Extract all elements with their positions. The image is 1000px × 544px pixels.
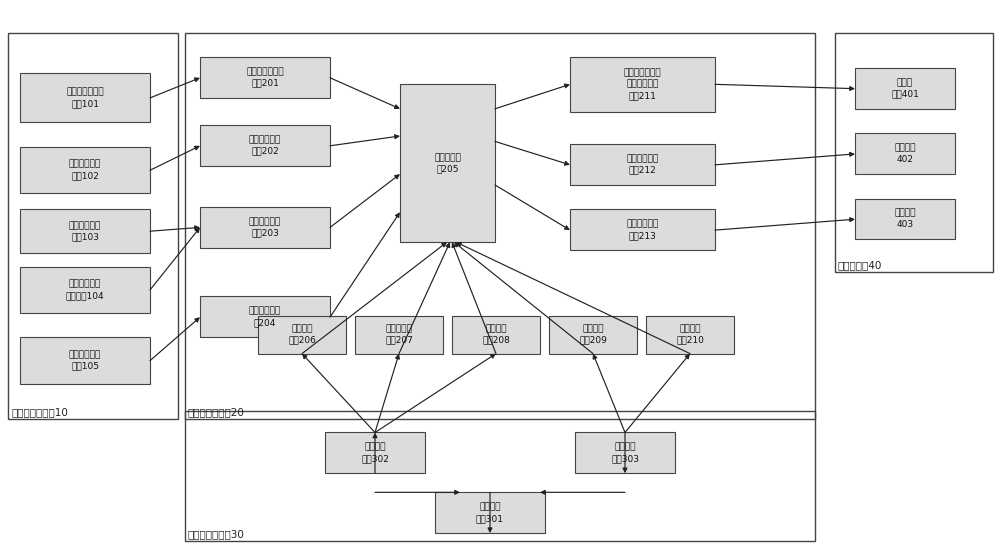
Bar — [20, 209, 150, 253]
Bar — [570, 209, 715, 250]
Bar — [549, 316, 637, 354]
Bar — [355, 316, 443, 354]
Text: 游车位置控制
单元212: 游车位置控制 单元212 — [626, 154, 659, 175]
Bar — [855, 68, 955, 109]
Bar — [570, 57, 715, 112]
Bar — [20, 337, 150, 384]
Text: 控制策略
单元209: 控制策略 单元209 — [579, 324, 607, 345]
Text: 泥浆泵泵速测量
单元101: 泥浆泵泵速测量 单元101 — [66, 88, 104, 108]
Text: 测控信息
单元210: 测控信息 单元210 — [676, 324, 704, 345]
Text: 系统输出
单元303: 系统输出 单元303 — [611, 443, 639, 463]
Text: 泥浆泵
单元401: 泥浆泵 单元401 — [891, 78, 919, 98]
Text: 钻具信息
单元206: 钻具信息 单元206 — [288, 324, 316, 345]
Text: 动态测量子系统10: 动态测量子系统10 — [12, 407, 69, 417]
Bar — [575, 432, 675, 473]
Text: 工具面采集单
元204: 工具面采集单 元204 — [249, 307, 281, 327]
Text: 泥浆泵泵速采集
单元201: 泥浆泵泵速采集 单元201 — [246, 67, 284, 88]
Bar — [646, 316, 734, 354]
Text: 顶驱单元
403: 顶驱单元 403 — [894, 209, 916, 229]
Text: 钻井液信息
单元207: 钻井液信息 单元207 — [385, 324, 413, 345]
Bar — [258, 316, 346, 354]
Bar — [20, 73, 150, 122]
Bar — [20, 147, 150, 193]
Bar — [570, 144, 715, 185]
Text: 顶驱角度控制
单元213: 顶驱角度控制 单元213 — [626, 220, 659, 240]
Text: 游车单元
402: 游车单元 402 — [894, 144, 916, 164]
Bar — [855, 133, 955, 174]
Bar — [400, 84, 495, 242]
Text: 顶驱角度扭矩
测量单元104: 顶驱角度扭矩 测量单元104 — [66, 280, 104, 300]
Text: 反馈控制子系统20: 反馈控制子系统20 — [188, 407, 245, 417]
Text: 泥浆泵泵入钻井
液的速度控制
单元211: 泥浆泵泵入钻井 液的速度控制 单元211 — [624, 69, 661, 100]
Bar — [185, 33, 815, 419]
Bar — [200, 57, 330, 98]
Text: 游车位置测量
单元102: 游车位置测量 单元102 — [69, 160, 101, 180]
Bar — [200, 207, 330, 248]
Bar — [835, 33, 993, 272]
Bar — [452, 316, 540, 354]
Bar — [855, 199, 955, 239]
Text: 井下随钻测量
单元105: 井下随钻测量 单元105 — [69, 350, 101, 370]
Bar — [200, 296, 330, 337]
Text: 用户界面
单元301: 用户界面 单元301 — [476, 503, 504, 523]
Text: 用户输入
单元302: 用户输入 单元302 — [361, 443, 389, 463]
Text: 顶驱信息采集
单元203: 顶驱信息采集 单元203 — [249, 217, 281, 237]
Bar — [8, 33, 178, 419]
Bar — [435, 492, 545, 533]
Bar — [200, 125, 330, 166]
Bar — [185, 411, 815, 541]
Bar — [20, 267, 150, 313]
Text: 地层信息
单元208: 地层信息 单元208 — [482, 324, 510, 345]
Text: 游车信息采集
单元202: 游车信息采集 单元202 — [249, 135, 281, 156]
Bar — [325, 432, 425, 473]
Text: 主控程序单
元205: 主控程序单 元205 — [434, 153, 461, 174]
Text: 执行子系统40: 执行子系统40 — [838, 261, 882, 270]
Text: 顶驱提力测量
单元103: 顶驱提力测量 单元103 — [69, 221, 101, 242]
Text: 用户交互子系统30: 用户交互子系统30 — [188, 530, 245, 540]
